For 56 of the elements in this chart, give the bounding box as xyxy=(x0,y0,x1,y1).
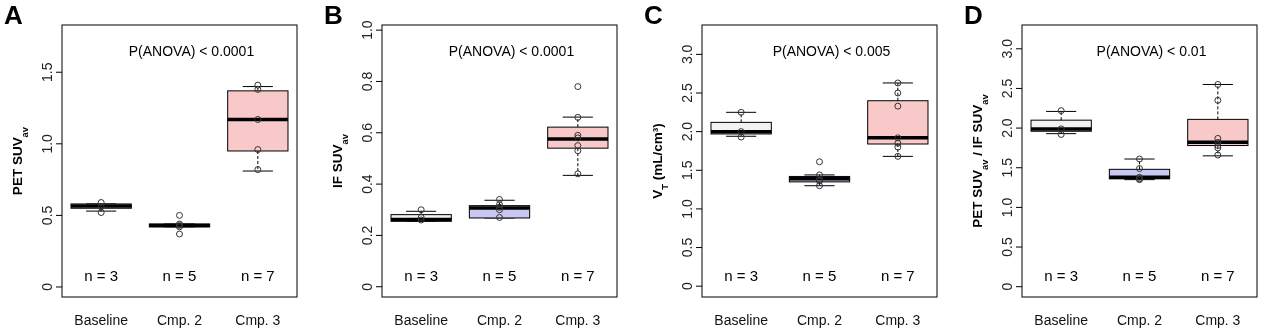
annotation: n = 5 xyxy=(1122,267,1157,284)
y-tick-label: 0.5 xyxy=(39,205,55,226)
y-tick-label: 2.0 xyxy=(679,121,695,142)
y-tick-label: 3.0 xyxy=(679,44,695,65)
chart-title: D xyxy=(964,0,983,30)
annotation: n = 5 xyxy=(802,267,837,284)
y-tick-label: 1.0 xyxy=(999,197,1015,218)
y-tick-label: 3.0 xyxy=(999,38,1015,59)
y-tick-label: 1.0 xyxy=(359,20,375,40)
x-tick-label: Cmp. 2 xyxy=(476,312,523,328)
annotation: P(ANOVA) < 0.005 xyxy=(772,43,891,59)
y-tick-label: 0 xyxy=(999,282,1015,291)
annotation: P(ANOVA) < 0.0001 xyxy=(128,43,255,59)
y-tick-label: 2.5 xyxy=(999,78,1015,99)
y-tick-label: 1.0 xyxy=(39,133,55,154)
y-tick-label: 1.5 xyxy=(679,160,695,181)
y-tick-label: 1.0 xyxy=(679,198,695,219)
annotation: n = 7 xyxy=(240,267,275,284)
x-tick-label: Baseline xyxy=(394,312,449,328)
y-tick-label: 1.5 xyxy=(999,157,1015,178)
x-tick-label: Baseline xyxy=(714,312,769,328)
annotation: P(ANOVA) < 0.01 xyxy=(1096,43,1207,59)
annotation: n = 3 xyxy=(724,267,759,284)
y-tick-label: 0.5 xyxy=(999,237,1015,257)
y-tick-label: 2.5 xyxy=(679,83,695,103)
y-tick-label: 0.8 xyxy=(359,71,375,92)
annotation: n = 7 xyxy=(1200,267,1235,284)
x-tick-label: Baseline xyxy=(1034,312,1089,328)
x-tick-label: Cmp. 2 xyxy=(156,312,203,328)
annotation: P(ANOVA) < 0.0001 xyxy=(448,43,575,59)
annotation: n = 3 xyxy=(1044,267,1079,284)
annotation: n = 5 xyxy=(482,267,517,284)
chart-title: B xyxy=(324,0,343,30)
chart-title: C xyxy=(644,0,663,30)
annotation: n = 3 xyxy=(404,267,439,284)
annotation: n = 3 xyxy=(84,267,119,284)
y-tick-label: 0 xyxy=(679,282,695,291)
annotation: n = 5 xyxy=(162,267,197,284)
y-tick-label: 0.2 xyxy=(359,225,375,246)
y-tick-label: 1.5 xyxy=(39,62,55,82)
annotation: n = 7 xyxy=(560,267,595,284)
chart-title: A xyxy=(4,0,23,30)
y-tick-label: 0 xyxy=(39,282,55,291)
y-tick-label: 0.4 xyxy=(359,174,375,194)
x-tick-label: Baseline xyxy=(74,312,129,328)
x-tick-label: Cmp. 2 xyxy=(1116,312,1163,328)
x-tick-label: Cmp. 3 xyxy=(1195,312,1241,328)
x-tick-label: Cmp. 3 xyxy=(875,312,921,328)
annotation: n = 7 xyxy=(880,267,915,284)
y-tick-label: 0.5 xyxy=(679,237,695,258)
x-tick-label: Cmp. 3 xyxy=(235,312,281,328)
y-tick-label: 0 xyxy=(359,282,375,291)
x-tick-label: Cmp. 3 xyxy=(555,312,601,328)
y-tick-label: 2.0 xyxy=(999,118,1015,138)
y-tick-label: 0.6 xyxy=(359,122,375,143)
x-tick-label: Cmp. 2 xyxy=(796,312,843,328)
